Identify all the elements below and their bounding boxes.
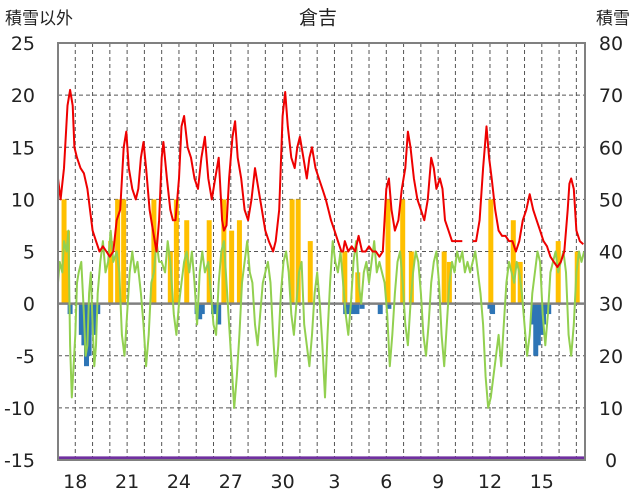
- left-tick-label: 25: [11, 33, 35, 55]
- precipitation-bar: [359, 303, 365, 309]
- x-tick-label: 24: [167, 471, 191, 493]
- x-tick-label: 30: [271, 471, 295, 493]
- right-tick-label: 0: [605, 450, 617, 472]
- precipitation-bar: [487, 303, 493, 309]
- line-layer: [57, 88, 586, 461]
- precipitation-bar: [535, 303, 541, 346]
- temp-mean-line: [57, 229, 586, 409]
- right-tick-label: 80: [599, 33, 623, 55]
- precipitation-bar: [530, 303, 536, 325]
- precipitation-bar: [78, 303, 84, 335]
- left-tick-label: 5: [23, 242, 35, 264]
- x-tick-label: 9: [432, 471, 444, 493]
- precipitation-bar: [490, 303, 496, 315]
- precipitation-bar: [350, 303, 356, 315]
- left-tick-label: -5: [16, 346, 35, 368]
- sunshine-bar: [385, 199, 391, 304]
- sunshine-bar: [441, 251, 447, 304]
- x-tick-label: 21: [115, 471, 139, 493]
- sunshine-bar: [236, 220, 242, 304]
- right-tick-label: 60: [599, 137, 623, 159]
- precipitation-bar: [91, 303, 97, 335]
- precipitation-bar: [213, 303, 219, 315]
- sunshine-bar: [295, 199, 301, 304]
- sunshine-bar: [408, 251, 414, 304]
- sunshine-bar: [173, 199, 179, 304]
- sunshine-bar: [151, 199, 157, 304]
- precipitation-bar: [386, 303, 392, 309]
- precipitation-bar: [377, 303, 383, 315]
- precipitation-bar: [84, 303, 90, 367]
- left-tick-label: 0: [23, 294, 35, 316]
- precipitation-bar: [533, 303, 539, 356]
- precipitation-bar: [197, 303, 203, 320]
- right-axis-title: 積雪: [596, 9, 630, 29]
- sunshine-bar: [400, 199, 406, 304]
- x-tick-label: 6: [380, 471, 392, 493]
- left-tick-label: -10: [4, 398, 35, 420]
- precipitation-bar: [354, 303, 360, 315]
- sunshine-bar: [488, 199, 494, 304]
- sunshine-bar: [65, 230, 71, 304]
- x-tick-label: 27: [219, 471, 243, 493]
- left-tick-label: 20: [11, 85, 35, 107]
- precipitation-bar: [543, 303, 549, 315]
- sunshine-bar: [229, 230, 235, 304]
- temp-max-line: [57, 88, 463, 258]
- x-tick-label: 15: [530, 471, 554, 493]
- precipitation-bar: [199, 303, 205, 315]
- plot-frame: [57, 42, 586, 461]
- temp-max-2-line: [472, 125, 584, 269]
- right-tick-label: 10: [599, 398, 623, 420]
- sunshine-bar: [167, 251, 173, 304]
- precipitation-bar: [538, 303, 544, 335]
- precipitation-bar: [86, 303, 92, 356]
- right-tick-label: 40: [599, 242, 623, 264]
- sunshine-bar: [289, 199, 295, 304]
- right-tick-label: 20: [599, 346, 623, 368]
- left-tick-label: 10: [11, 189, 35, 211]
- chart-title: 倉吉: [299, 7, 337, 29]
- sunshine-bar: [184, 220, 190, 304]
- precipitation-bar: [345, 303, 351, 315]
- gridlines: [58, 43, 585, 460]
- left-axis-title: 積雪以外: [5, 9, 73, 29]
- sunshine-bar: [510, 220, 516, 304]
- sunshine-bar: [342, 251, 348, 304]
- sunshine-bar: [108, 241, 114, 304]
- precipitation-bar: [211, 303, 217, 315]
- sunshine-bar: [574, 251, 580, 304]
- right-tick-label: 50: [599, 189, 623, 211]
- sunshine-bar: [355, 272, 361, 304]
- left-tick-label: 15: [11, 137, 35, 159]
- sunshine-bar: [307, 241, 313, 304]
- x-tick-label: 18: [63, 471, 87, 493]
- x-tick-label: 12: [478, 471, 502, 493]
- right-tick-label: 30: [599, 294, 623, 316]
- left-tick-label: -15: [4, 450, 35, 472]
- x-tick-label: 3: [328, 471, 340, 493]
- precipitation-bar: [216, 303, 222, 325]
- right-tick-label: 70: [599, 85, 623, 107]
- sunshine-bar: [121, 199, 127, 304]
